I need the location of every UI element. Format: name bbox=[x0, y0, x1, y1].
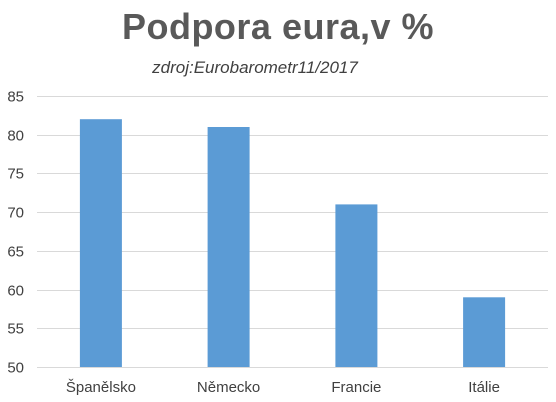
bars bbox=[79, 119, 506, 367]
y-tick-label: 70 bbox=[7, 205, 24, 222]
y-tick-label: 50 bbox=[7, 360, 24, 377]
chart-subtitle: zdroj:Eurobarometr11/2017 bbox=[152, 58, 358, 77]
x-category-label: Itálie bbox=[468, 379, 500, 396]
x-category-label: Francie bbox=[331, 379, 381, 396]
y-tick-label: 65 bbox=[7, 244, 24, 261]
y-tick-label: 85 bbox=[7, 89, 24, 106]
bar bbox=[79, 119, 122, 367]
x-axis-categories: Španělsko Německo Francie Itálie bbox=[66, 379, 500, 396]
y-axis-ticks: 50 55 60 65 70 75 80 85 bbox=[7, 89, 24, 377]
bar bbox=[335, 204, 378, 367]
y-tick-label: 60 bbox=[7, 283, 24, 300]
y-tick-label: 75 bbox=[7, 166, 24, 183]
bar bbox=[463, 297, 506, 367]
gridlines bbox=[37, 96, 548, 368]
bar bbox=[207, 127, 250, 367]
y-tick-label: 55 bbox=[7, 321, 24, 338]
x-category-label: Německo bbox=[197, 379, 260, 396]
y-tick-label: 80 bbox=[7, 128, 24, 145]
chart-title: Podpora eura,v % bbox=[121, 6, 435, 47]
x-category-label: Španělsko bbox=[66, 379, 136, 396]
